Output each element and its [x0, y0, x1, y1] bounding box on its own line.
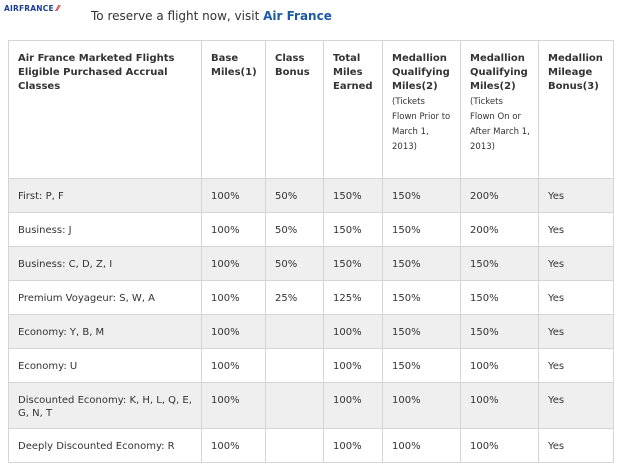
table-cell: 150% [460, 314, 539, 349]
table-cell: Economy: U [8, 348, 202, 383]
table-cell: 50% [265, 212, 324, 247]
column-header-mileage-bonus: Medallion Mileage Bonus(3) [538, 40, 614, 179]
table-cell: 100% [382, 382, 461, 429]
table-row: Discounted Economy: K, H, L, Q, E, G, N,… [8, 382, 614, 429]
table-cell: 100% [201, 280, 266, 315]
table-cell: 100% [201, 428, 266, 463]
table-row: Economy: Y, B, M 100% 100% 150% 150% Yes [8, 314, 614, 349]
table-body: First: P, F 100% 50% 150% 150% 200% Yes Busines… [8, 178, 614, 463]
table-cell [265, 348, 324, 383]
logo-stripe-icon: ⁄⁄ [53, 4, 60, 13]
table-cell: 150% [382, 246, 461, 281]
table-cell: 50% [265, 246, 324, 281]
table-cell: Yes [538, 178, 614, 213]
table-cell: 100% [460, 428, 539, 463]
table-cell: 150% [323, 212, 383, 247]
table-cell: 200% [460, 178, 539, 213]
table-row: Premium Voyageur: S, W, A 100% 25% 125% 150%… [8, 280, 614, 315]
air-france-logo[interactable]: AIRFRANCE ⁄⁄ [4, 4, 60, 13]
column-header-mqm-prior-note: (Tickets Flown Prior to March 1, 2013) [392, 97, 451, 152]
intro-text: To reserve a flight now, visit [91, 9, 264, 23]
table-cell: 100% [201, 314, 266, 349]
table-cell: 150% [382, 178, 461, 213]
table-cell: 50% [265, 178, 324, 213]
air-france-link[interactable]: Air France [263, 9, 332, 23]
table-cell: Yes [538, 314, 614, 349]
column-header-total-miles: Total Miles Earned [323, 40, 383, 179]
table-cell: 100% [460, 382, 539, 429]
table-row: Deeply Discounted Economy: R 100% 100% 100%… [8, 428, 614, 463]
table-cell: 150% [382, 348, 461, 383]
table-cell: 100% [323, 382, 383, 429]
table-cell: Discounted Economy: K, H, L, Q, E, G, N,… [8, 382, 202, 429]
table-cell [265, 428, 324, 463]
table-row: First: P, F 100% 50% 150% 150% 200% Yes [8, 178, 614, 213]
column-header-mqm-prior: Medallion Qualifying Miles(2) (Tickets Fl… [382, 40, 461, 179]
table-cell: Yes [538, 212, 614, 247]
table-cell: 150% [323, 178, 383, 213]
table-cell: 100% [382, 428, 461, 463]
table-cell: 100% [201, 212, 266, 247]
table-cell: First: P, F [8, 178, 202, 213]
column-header-mqm-after-note: (Tickets Flown On or After March 1, 2013… [470, 97, 530, 152]
table-cell: Business: C, D, Z, I [8, 246, 202, 281]
table-cell: 150% [460, 280, 539, 315]
table-cell: 100% [323, 314, 383, 349]
table-cell: 100% [323, 428, 383, 463]
table-cell: 150% [382, 280, 461, 315]
table-row: Business: J 100% 50% 150% 150% 200% Yes [8, 212, 614, 247]
table-cell [265, 314, 324, 349]
table-cell: 150% [382, 314, 461, 349]
reserve-intro: To reserve a flight now, visit Air Franc… [91, 9, 332, 23]
table-cell: 200% [460, 212, 539, 247]
table-header-row: Air France Marketed Flights Eligible Pur… [8, 40, 614, 179]
table-cell: Premium Voyageur: S, W, A [8, 280, 202, 315]
table-cell: 100% [201, 382, 266, 429]
top-bar: AIRFRANCE ⁄⁄ To reserve a flight now, vi… [0, 0, 619, 32]
table-cell: Yes [538, 280, 614, 315]
table-row: Business: C, D, Z, I 100% 50% 150% 150% 150% Y… [8, 246, 614, 281]
table-cell: 100% [460, 348, 539, 383]
table-cell: 100% [201, 348, 266, 383]
table-cell: 100% [323, 348, 383, 383]
table-cell: 150% [382, 212, 461, 247]
column-header-base-miles: Base Miles(1) [201, 40, 266, 179]
table-cell [265, 382, 324, 429]
accrual-table: Air France Marketed Flights Eligible Pur… [8, 40, 614, 463]
table-cell: Yes [538, 348, 614, 383]
table-cell: 100% [201, 178, 266, 213]
table-cell: 100% [201, 246, 266, 281]
table-cell: 125% [323, 280, 383, 315]
table-cell: 25% [265, 280, 324, 315]
table-cell: Yes [538, 428, 614, 463]
table-cell: 150% [323, 246, 383, 281]
logo-text: AIRFRANCE [4, 4, 54, 13]
table-cell: Deeply Discounted Economy: R [8, 428, 202, 463]
table-row: Economy: U 100% 100% 150% 100% Yes [8, 348, 614, 383]
table-cell: Yes [538, 246, 614, 281]
column-header-classes: Air France Marketed Flights Eligible Pur… [8, 40, 202, 179]
table-cell: Yes [538, 382, 614, 429]
table-cell: Economy: Y, B, M [8, 314, 202, 349]
table-cell: Business: J [8, 212, 202, 247]
table-cell: 150% [460, 246, 539, 281]
column-header-class-bonus: Class Bonus [265, 40, 324, 179]
accrual-table-container: Air France Marketed Flights Eligible Pur… [8, 40, 614, 463]
column-header-mqm-after: Medallion Qualifying Miles(2) (Tickets Fl… [460, 40, 539, 179]
